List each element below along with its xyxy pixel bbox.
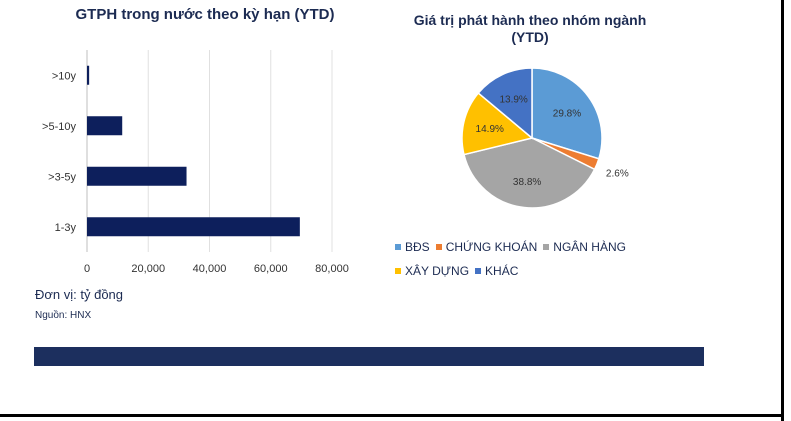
legend-item: NGÂN HÀNG bbox=[543, 240, 626, 254]
pie-slice bbox=[531, 67, 603, 160]
legend-item: BĐS bbox=[395, 240, 430, 254]
x-tick-label: 60,000 bbox=[254, 263, 288, 275]
footer-band bbox=[34, 347, 704, 366]
bar bbox=[87, 65, 90, 85]
pie-value-label: 29.8% bbox=[553, 108, 581, 119]
y-category-label: >5-10y bbox=[42, 121, 76, 133]
legend-swatch bbox=[395, 268, 401, 274]
legend-swatch bbox=[475, 268, 482, 274]
bar bbox=[87, 116, 123, 136]
legend-label: NGÂN HÀNG bbox=[553, 240, 626, 254]
pie-slice bbox=[463, 137, 596, 209]
pie-chart-title-line2: (YTD) bbox=[511, 29, 549, 45]
pie-value-label: 14.9% bbox=[476, 124, 504, 135]
x-tick-label: 80,000 bbox=[315, 263, 349, 275]
pie-value-label: 13.9% bbox=[499, 95, 527, 106]
legend-swatch bbox=[395, 244, 401, 250]
page-border-right bbox=[781, 0, 784, 421]
legend-item: XÂY DỰNG bbox=[395, 264, 469, 278]
legend-swatch bbox=[435, 244, 442, 250]
pie-value-label: 2.6% bbox=[606, 168, 629, 179]
pie-value-label: 38.8% bbox=[513, 177, 541, 188]
x-tick-label: 20,000 bbox=[131, 263, 165, 275]
pie-chart: 29.8% 2.6% 38.8% 14.9% 13.9% bbox=[461, 67, 629, 209]
y-category-label: 1-3y bbox=[55, 222, 77, 234]
pie-legend: BĐS CHỨNG KHOÁN NGÂN HÀNG XÂY DỰNG KHÁC bbox=[395, 239, 695, 278]
x-tick-label: 0 bbox=[84, 263, 90, 275]
legend-label: KHÁC bbox=[485, 264, 519, 278]
page-border-bottom bbox=[0, 414, 784, 417]
y-category-label: >10y bbox=[52, 70, 77, 82]
legend-item: CHỨNG KHOÁN bbox=[435, 240, 538, 254]
legend-item: KHÁC bbox=[475, 264, 518, 278]
legend-label: CHỨNG KHOÁN bbox=[445, 240, 538, 254]
bar bbox=[87, 217, 300, 237]
unit-label: Đơn vị: tỷ đồng bbox=[35, 287, 124, 302]
y-category-label: >3-5y bbox=[48, 171, 76, 183]
legend-row: XÂY DỰNG KHÁC bbox=[395, 263, 695, 278]
legend-label: XÂY DỰNG bbox=[405, 264, 470, 278]
pie-chart-title-line1: Giá trị phát hành theo nhóm ngành bbox=[413, 12, 647, 28]
bar-chart-title: GTPH trong nước theo kỳ hạn (YTD) bbox=[75, 6, 335, 23]
pie-chart-title: Giá trị phát hành theo nhóm ngành (YTD) bbox=[380, 12, 680, 46]
source-label: Nguồn: HNX bbox=[35, 310, 92, 321]
x-tick-label: 40,000 bbox=[193, 263, 227, 275]
legend-label: BĐS bbox=[405, 240, 430, 254]
legend-row: BĐS CHỨNG KHOÁN NGÂN HÀNG bbox=[395, 239, 695, 254]
bar-chart: 0 20,000 40,000 60,000 80,000 >10y >5-10y >3-5y… bbox=[42, 50, 349, 275]
pie-slice bbox=[461, 91, 534, 156]
pie-slice bbox=[477, 67, 533, 140]
bar bbox=[87, 166, 187, 186]
legend-swatch bbox=[543, 244, 550, 250]
